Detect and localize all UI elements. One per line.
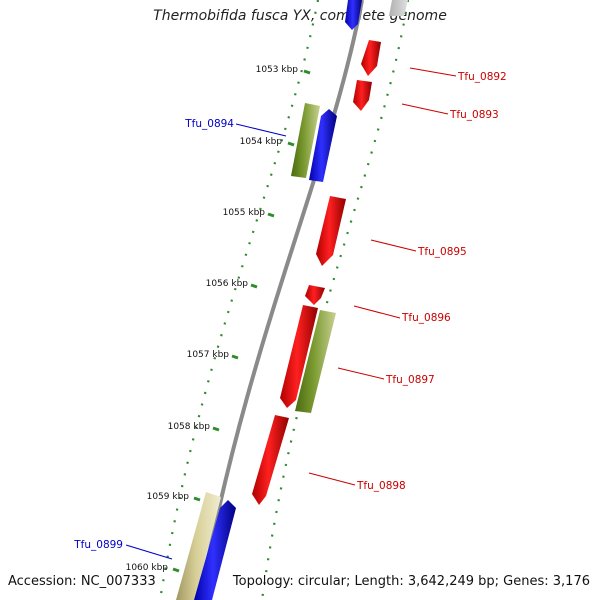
major-ticks <box>172 69 311 573</box>
major-tick <box>267 212 275 218</box>
gene-feature-tfu-0898[interactable] <box>252 415 289 505</box>
scale-label: 1053 kbp <box>256 65 299 75</box>
feature-olive-0894 <box>291 103 320 178</box>
gene-label-tfu-0893[interactable]: Tfu_0893 <box>449 109 499 121</box>
scale-ring-inner <box>158 0 320 600</box>
major-tick <box>212 426 220 432</box>
gene-labels: Tfu_0892 Tfu_0893 Tfu_0894 Tfu_0895 Tfu_… <box>73 71 507 551</box>
gene-feature-tfu-0894[interactable] <box>309 109 337 182</box>
major-tick <box>250 283 258 289</box>
scale-label: 1057 kbp <box>187 350 230 360</box>
genome-summary: Topology: circular; Length: 3,642,249 bp… <box>232 574 590 589</box>
major-tick <box>193 496 201 502</box>
gene-label-tfu-0898[interactable]: Tfu_0898 <box>356 480 406 492</box>
gene-feature-tfu-0892[interactable] <box>361 40 381 76</box>
scale-label: 1055 kbp <box>223 208 266 218</box>
gene-feature-tfu-0899[interactable] <box>194 500 236 600</box>
scale-labels: 1053 kbp 1054 kbp 1055 kbp 1056 kbp 1057… <box>126 65 299 573</box>
major-tick <box>231 354 239 360</box>
leader-tfu-0896 <box>353 305 401 319</box>
gene-label-tfu-0894[interactable]: Tfu_0894 <box>184 118 234 130</box>
gene-feature-tfu-0896[interactable] <box>305 285 325 305</box>
scale-label: 1059 kbp <box>147 492 190 502</box>
leader-tfu-0892 <box>409 67 457 77</box>
leader-tfu-0895 <box>370 239 417 252</box>
map-title: Thermobifida fusca YX, complete genome <box>153 8 447 24</box>
accession-label: Accession: NC_007333 <box>8 574 156 589</box>
leader-tfu-0897 <box>337 367 385 380</box>
gene-label-tfu-0897[interactable]: Tfu_0897 <box>385 374 435 386</box>
feature-partial-blue <box>345 0 362 30</box>
feature-khaki-0899 <box>176 492 221 600</box>
leader-tfu-0898 <box>308 472 356 486</box>
gene-feature-tfu-0897-red[interactable] <box>280 305 318 408</box>
gene-label-tfu-0892[interactable]: Tfu_0892 <box>457 71 507 83</box>
gene-label-tfu-0899[interactable]: Tfu_0899 <box>73 539 123 551</box>
leader-tfu-0894 <box>235 123 287 137</box>
genome-backbone <box>198 0 364 600</box>
scale-label: 1060 kbp <box>126 563 169 573</box>
gene-feature-tfu-0893[interactable] <box>353 80 372 111</box>
scale-label: 1058 kbp <box>168 422 211 432</box>
gene-feature-tfu-0895[interactable] <box>316 196 346 266</box>
leader-tfu-0899 <box>125 544 173 560</box>
label-leaders <box>125 67 457 560</box>
gene-label-tfu-0896[interactable]: Tfu_0896 <box>401 312 451 324</box>
scale-ring-outer <box>260 0 410 600</box>
scale-label: 1054 kbp <box>240 137 283 147</box>
leader-tfu-0893 <box>401 103 449 115</box>
gene-feature-tfu-0897[interactable] <box>295 310 336 413</box>
scale-label: 1056 kbp <box>206 279 249 289</box>
major-tick <box>303 69 311 75</box>
feature-partial-grey <box>389 0 408 16</box>
gene-label-tfu-0895[interactable]: Tfu_0895 <box>417 246 467 258</box>
major-tick <box>172 567 180 573</box>
major-tick <box>287 141 295 147</box>
